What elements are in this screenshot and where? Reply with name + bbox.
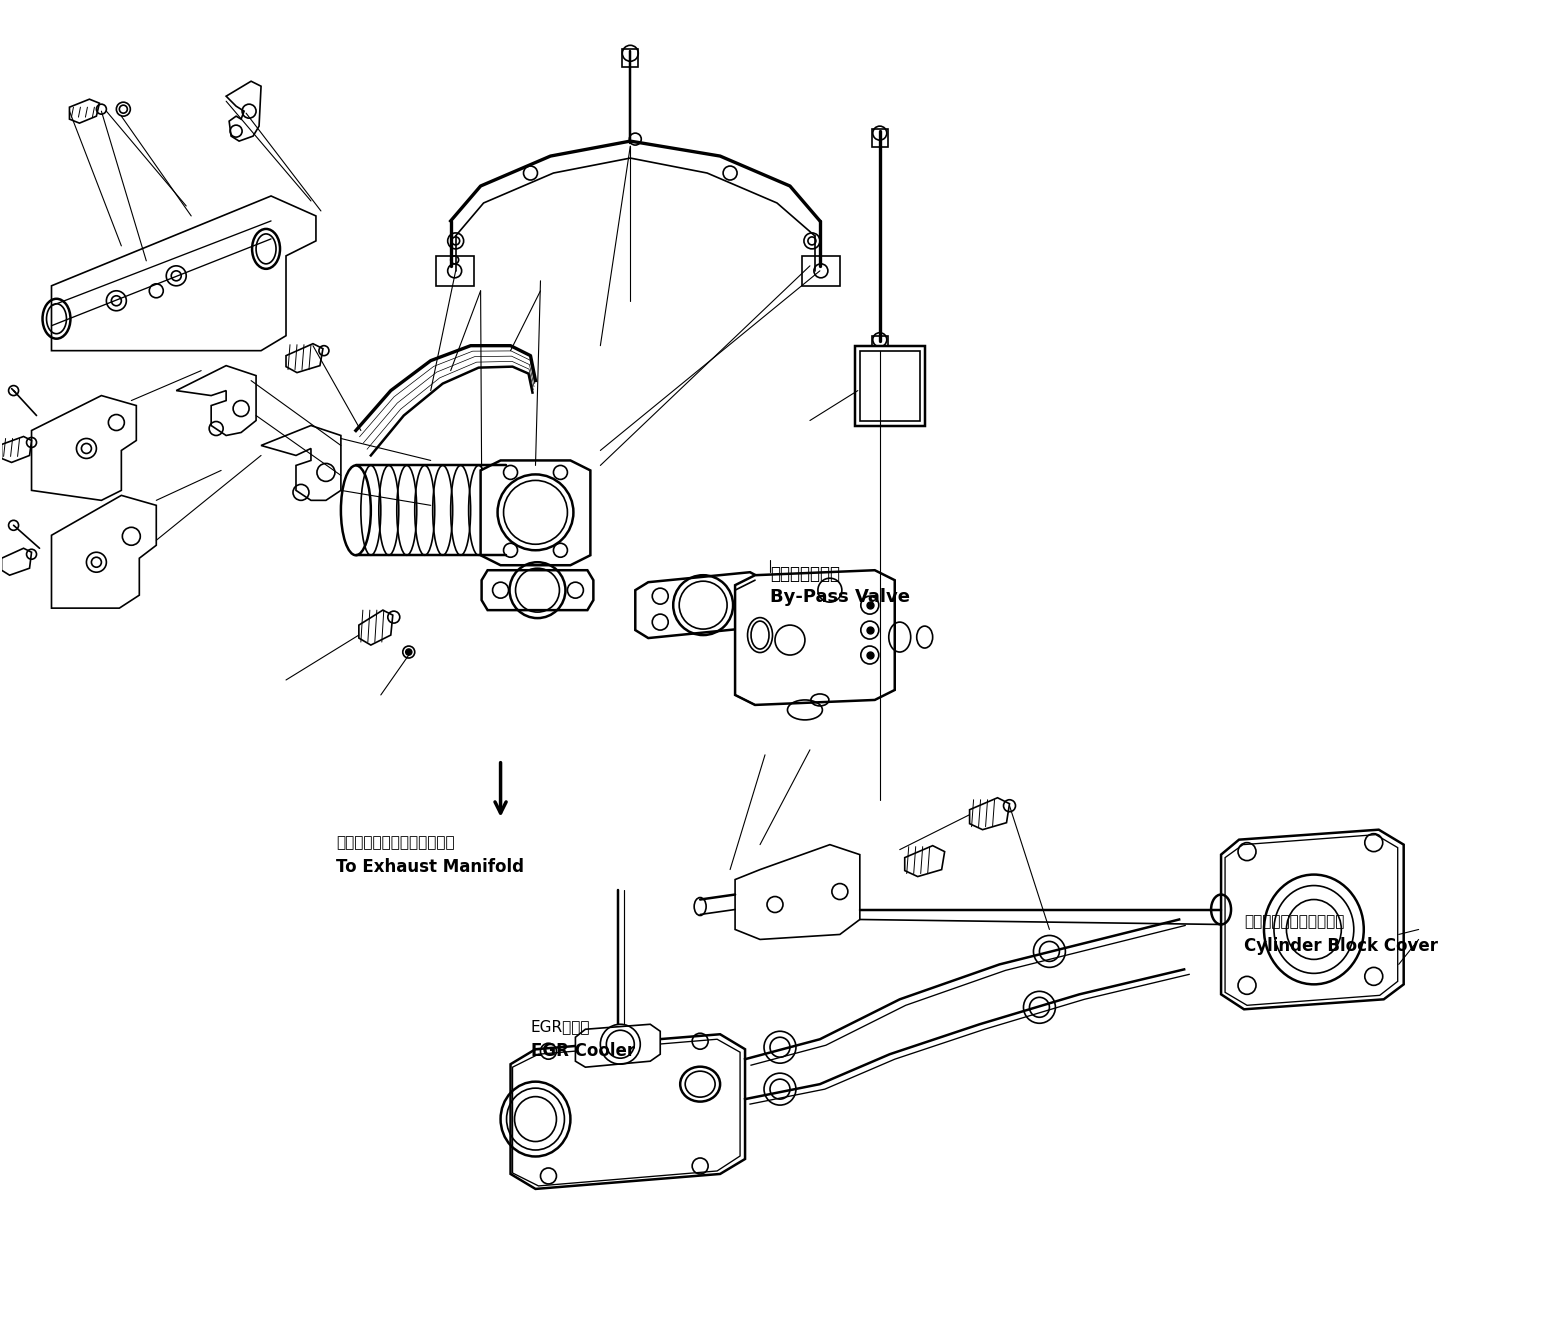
Polygon shape	[969, 798, 1010, 830]
Polygon shape	[51, 496, 156, 608]
Polygon shape	[226, 81, 261, 141]
Text: By-Pass Valve: By-Pass Valve	[770, 588, 911, 606]
Polygon shape	[176, 365, 257, 435]
Circle shape	[91, 557, 102, 567]
Polygon shape	[70, 99, 99, 124]
Polygon shape	[481, 461, 591, 565]
Polygon shape	[2, 436, 31, 462]
Bar	[860, 351, 920, 420]
Circle shape	[172, 271, 181, 281]
Text: バイパスバルブ: バイパスバルブ	[770, 565, 839, 583]
Bar	[855, 345, 925, 426]
Polygon shape	[734, 845, 860, 940]
Polygon shape	[904, 846, 945, 877]
Bar	[623, 50, 638, 67]
Polygon shape	[31, 396, 136, 501]
Text: エキゾーストマニホールドへ: エキゾーストマニホールドへ	[335, 834, 455, 850]
Polygon shape	[734, 571, 895, 705]
Circle shape	[111, 295, 121, 306]
Polygon shape	[286, 344, 323, 372]
Polygon shape	[359, 610, 393, 645]
Polygon shape	[2, 548, 31, 575]
Bar	[872, 336, 887, 353]
Polygon shape	[482, 571, 594, 610]
Bar	[436, 257, 473, 286]
Polygon shape	[261, 426, 342, 501]
Circle shape	[405, 649, 411, 655]
Bar	[872, 129, 887, 148]
Polygon shape	[510, 1034, 745, 1189]
Text: EGR Cooler: EGR Cooler	[530, 1042, 634, 1060]
Text: シリンダブロックカバー: シリンダブロックカバー	[1245, 915, 1345, 929]
Bar	[802, 257, 839, 286]
Polygon shape	[1224, 834, 1398, 1006]
Text: Cylinder Block Cover: Cylinder Block Cover	[1245, 937, 1438, 955]
Polygon shape	[51, 196, 315, 351]
Circle shape	[82, 443, 91, 454]
Polygon shape	[1221, 830, 1404, 1010]
Text: To Exhaust Manifold: To Exhaust Manifold	[335, 858, 524, 876]
Polygon shape	[575, 1025, 660, 1068]
Polygon shape	[635, 572, 765, 638]
Polygon shape	[513, 1039, 741, 1186]
Text: EGRクーラ: EGRクーラ	[530, 1019, 591, 1034]
